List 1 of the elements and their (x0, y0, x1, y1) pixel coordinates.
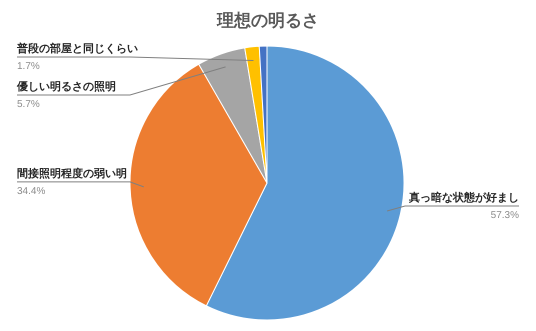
title: 理想の明るさ (217, 11, 319, 30)
